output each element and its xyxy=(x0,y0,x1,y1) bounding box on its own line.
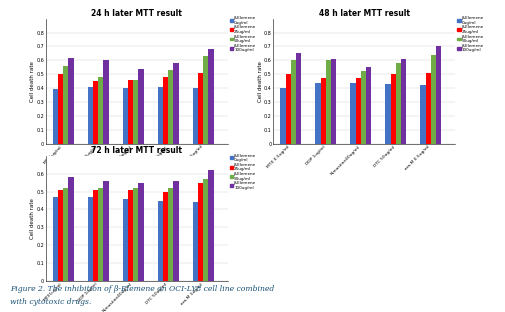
Bar xyxy=(163,77,168,144)
Bar xyxy=(128,80,133,144)
Legend: β-Elemene
0ug/ml, β-Elemene
25ug/ml, β-Elemene
50ug/ml, β-Elemene
100ug/ml: β-Elemene 0ug/ml, β-Elemene 25ug/ml, β-E… xyxy=(229,16,256,52)
Title: 72 h later MTT result: 72 h later MTT result xyxy=(91,146,182,155)
Bar xyxy=(163,192,168,281)
Bar xyxy=(385,84,390,144)
Text: Figure 2. The inhibition of β-Elemene on OCI-LY8 cell line combined: Figure 2. The inhibition of β-Elemene on… xyxy=(10,285,274,294)
Bar xyxy=(295,53,300,144)
Bar xyxy=(203,56,208,144)
Bar xyxy=(365,67,371,144)
Bar xyxy=(192,202,197,281)
Bar xyxy=(58,74,63,144)
Bar xyxy=(133,188,138,281)
Bar xyxy=(87,87,92,144)
Bar xyxy=(63,66,68,144)
Bar xyxy=(208,49,213,144)
Bar xyxy=(208,170,213,281)
Bar xyxy=(290,60,295,144)
Bar xyxy=(395,63,400,144)
Bar xyxy=(315,82,320,144)
Bar xyxy=(168,188,173,281)
Legend: β-Elemene
0ug/ml, β-Elemene
25ug/ml, β-Elemene
50ug/ml, β-Elemene
100ug/ml: β-Elemene 0ug/ml, β-Elemene 25ug/ml, β-E… xyxy=(229,154,256,190)
Bar xyxy=(53,197,58,281)
Bar xyxy=(63,188,68,281)
Y-axis label: Cell death rate: Cell death rate xyxy=(30,198,35,239)
Bar xyxy=(158,87,163,144)
Bar xyxy=(173,181,178,281)
Bar xyxy=(68,57,73,144)
Bar xyxy=(98,77,103,144)
Bar xyxy=(53,90,58,144)
Text: with cytotoxic drugs.: with cytotoxic drugs. xyxy=(10,298,91,306)
Bar xyxy=(400,59,406,144)
Bar xyxy=(103,181,109,281)
Bar xyxy=(330,59,336,144)
Bar xyxy=(349,82,355,144)
Bar xyxy=(355,78,360,144)
Bar xyxy=(430,55,435,144)
Bar xyxy=(203,179,208,281)
Bar xyxy=(133,80,138,144)
Bar xyxy=(192,88,197,144)
Bar xyxy=(197,183,203,281)
Bar xyxy=(168,70,173,144)
Bar xyxy=(138,183,143,281)
Bar xyxy=(128,190,133,281)
Bar xyxy=(122,199,128,281)
Bar xyxy=(98,188,103,281)
Bar xyxy=(320,78,325,144)
Bar xyxy=(197,73,203,144)
Title: 24 h later MTT result: 24 h later MTT result xyxy=(91,9,182,18)
Bar xyxy=(138,69,143,144)
Bar xyxy=(92,190,98,281)
Bar xyxy=(122,88,128,144)
Bar xyxy=(103,60,109,144)
Y-axis label: Cell death rate: Cell death rate xyxy=(30,61,35,102)
Bar xyxy=(158,201,163,281)
Bar xyxy=(425,73,430,144)
Bar xyxy=(360,71,365,144)
Bar xyxy=(325,60,330,144)
Bar xyxy=(92,81,98,144)
Bar xyxy=(390,74,395,144)
Bar xyxy=(87,197,92,281)
Bar xyxy=(435,46,440,144)
Bar xyxy=(68,178,73,281)
Bar xyxy=(280,88,285,144)
Bar xyxy=(173,63,178,144)
Legend: β-Elemene
0ug/ml, β-Elemene
25ug/ml, β-Elemene
50ug/ml, β-Elemene
100ug/ml: β-Elemene 0ug/ml, β-Elemene 25ug/ml, β-E… xyxy=(457,16,483,52)
Title: 48 h later MTT result: 48 h later MTT result xyxy=(318,9,409,18)
Y-axis label: Cell death rate: Cell death rate xyxy=(257,61,262,102)
Bar xyxy=(420,85,425,144)
Bar xyxy=(285,74,290,144)
Bar xyxy=(58,190,63,281)
